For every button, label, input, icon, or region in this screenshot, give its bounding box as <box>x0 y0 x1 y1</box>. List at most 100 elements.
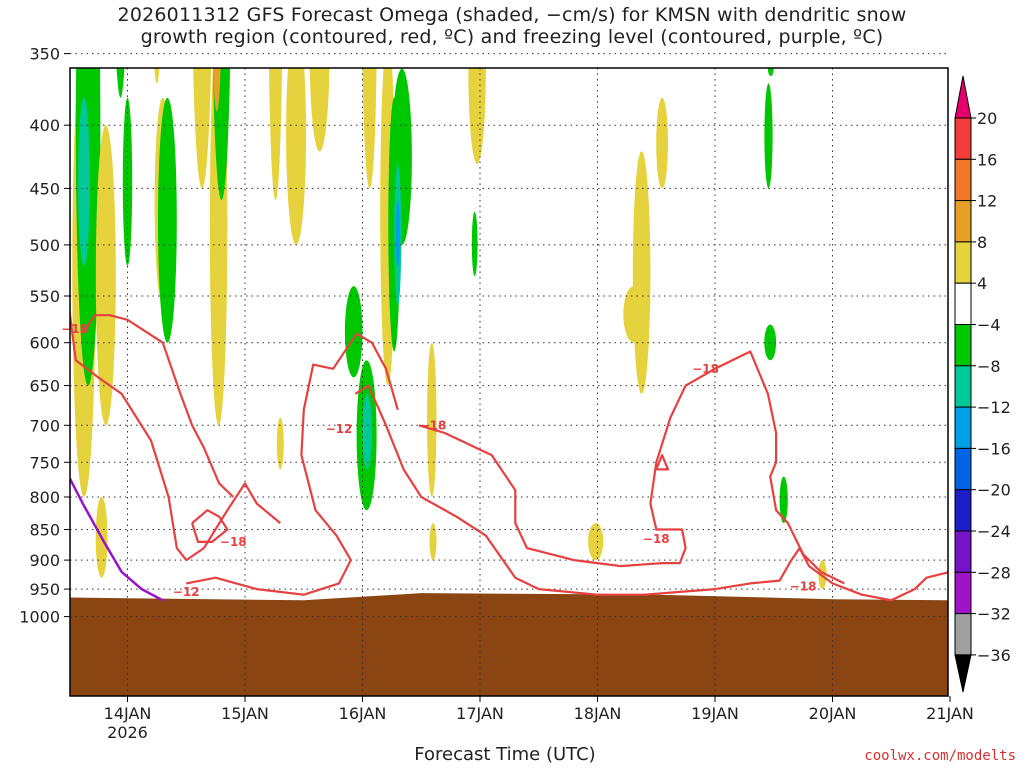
omega-region-yellow-25 <box>341 0 353 22</box>
chart-title: 2026011312 GFS Forecast Omega (shaded, −… <box>0 4 1024 48</box>
y-tick-label-400: 400 <box>29 116 60 135</box>
y-tick-label-500: 500 <box>29 236 60 255</box>
contour-label-3: −12 <box>326 422 353 436</box>
omega-region-yellow-8 <box>154 68 160 84</box>
colorbar-band-10 <box>954 489 972 532</box>
contour-layer <box>70 306 948 602</box>
x-tick-label-15JAN: 15JAN <box>221 704 269 723</box>
dgz-contour-f <box>418 350 845 585</box>
y-tick-label-550: 550 <box>29 287 60 306</box>
contour-label-7: −18 <box>790 579 817 593</box>
dgz-contour-b <box>81 314 235 498</box>
contour-label-6: −18 <box>692 362 719 376</box>
omega-region-yellow-20 <box>276 417 284 470</box>
omega-region-green-48 <box>764 324 777 361</box>
colorbar-label-8: −16 <box>977 439 1011 458</box>
freezing-level-contour <box>70 476 164 602</box>
x-tick-label-21JAN: 21JAN <box>926 704 974 723</box>
colorbar-band-8 <box>954 406 972 449</box>
ground-layer <box>70 593 948 696</box>
colorbar-band-7 <box>954 365 972 408</box>
omega-region-yellow-52 <box>818 560 827 590</box>
title-line-2: growth region (contoured, red, ºC) and f… <box>140 26 884 48</box>
dgz-contour-c <box>191 509 229 544</box>
y-tick-label-350: 350 <box>29 45 60 64</box>
colorbar-band-12 <box>954 571 972 615</box>
colorbar-label-6: −8 <box>977 357 1001 376</box>
omega-region-yellow-19 <box>269 68 282 201</box>
contour-label-4: −18 <box>420 418 447 432</box>
y-tick-label-850: 850 <box>29 521 60 540</box>
colorbar-band-9 <box>954 447 972 491</box>
colorbar-band-2 <box>954 158 972 202</box>
omega-region-yellow-45 <box>707 0 715 22</box>
colorbar-label-9: −20 <box>977 481 1011 500</box>
colorbar-label-12: −32 <box>977 605 1011 624</box>
colorbar-bottom-arrow <box>954 654 972 693</box>
omega-region-blue-34 <box>395 200 401 266</box>
gridlines <box>70 53 948 696</box>
x-axis-label: Forecast Time (UTC) <box>414 744 596 765</box>
colorbar-label-3: 8 <box>977 233 987 252</box>
colorbar: 20 16 12 8 4 −4 −8 −12 −16 −20 −24 −28 −32 −36 <box>954 75 1011 693</box>
y-tick-label-800: 800 <box>29 488 60 507</box>
x-tick-label-14JAN: 14JAN <box>104 704 152 723</box>
omega-region-yellow-43 <box>651 68 653 69</box>
omega-region-teal-2 <box>78 97 90 266</box>
omega-region-yellow-38 <box>468 68 486 164</box>
colorbar-band-4 <box>954 241 972 284</box>
y-tick-label-950: 950 <box>29 580 60 599</box>
omega-shading <box>72 0 893 590</box>
omega-region-yellow-42 <box>632 151 651 394</box>
omega-region-green-26 <box>344 286 363 378</box>
colorbar-band-3 <box>954 200 972 243</box>
colorbar-band-1 <box>954 117 972 160</box>
omega-region-yellow-36 <box>429 523 437 561</box>
contour-label-1: −18 <box>220 535 247 549</box>
omega-region-green-47 <box>767 68 774 77</box>
x-tick-label-17JAN: 17JAN <box>456 704 504 723</box>
omega-region-yellow-35 <box>427 342 437 497</box>
omega-region-yellow-3 <box>95 125 116 426</box>
omega-region-yellow-29 <box>362 68 377 189</box>
dgz-contour-a <box>70 306 282 562</box>
y-tick-label-750: 750 <box>29 453 60 472</box>
colorbar-label-0: 20 <box>977 109 997 128</box>
contour-label-2: −12 <box>173 585 200 599</box>
colorbar-label-7: −12 <box>977 398 1011 417</box>
colorbar-top-arrow <box>954 75 972 119</box>
colorbar-label-1: 16 <box>977 150 997 169</box>
omega-region-green-18 <box>231 0 243 54</box>
omega-region-yellow-40 <box>588 523 604 561</box>
x-tick-label-16JAN: 16JAN <box>339 704 387 723</box>
colorbar-label-4: 4 <box>977 274 987 293</box>
omega-region-yellow-53 <box>885 30 893 46</box>
colorbar-label-10: −24 <box>977 522 1011 541</box>
dgz-contour-g <box>655 454 670 471</box>
omega-region-green-46 <box>764 83 773 189</box>
omega-region-yellow-11 <box>177 0 192 38</box>
x-tick-label-19JAN: 19JAN <box>691 704 739 723</box>
omega-region-yellow-23 <box>309 68 330 152</box>
contour-labels: −18 −18 −12 −12 −18 −18 −18 −18 <box>61 322 816 599</box>
omega-region-green-49 <box>779 476 788 524</box>
omega-region-gold-15 <box>213 68 221 112</box>
x-tick-label-18JAN: 18JAN <box>574 704 622 723</box>
omega-region-green-10 <box>158 97 177 343</box>
y-tick-label-600: 600 <box>29 334 60 353</box>
dgz-contour-d <box>186 332 399 596</box>
y-tick-label-1000: 1000 <box>19 608 60 627</box>
colorbar-label-2: 12 <box>977 192 997 211</box>
dgz-contour-e <box>354 384 948 602</box>
colorbar-band-11 <box>954 530 972 573</box>
ground-surface <box>70 593 948 696</box>
omega-region-yellow-12 <box>193 68 212 189</box>
y-tick-label-650: 650 <box>29 377 60 396</box>
plot-frame <box>69 67 949 697</box>
y-tick-label-450: 450 <box>29 179 60 198</box>
omega-region-teal-28 <box>362 393 372 470</box>
colorbar-band-13 <box>954 613 972 656</box>
omega-region-green-39 <box>471 211 478 277</box>
